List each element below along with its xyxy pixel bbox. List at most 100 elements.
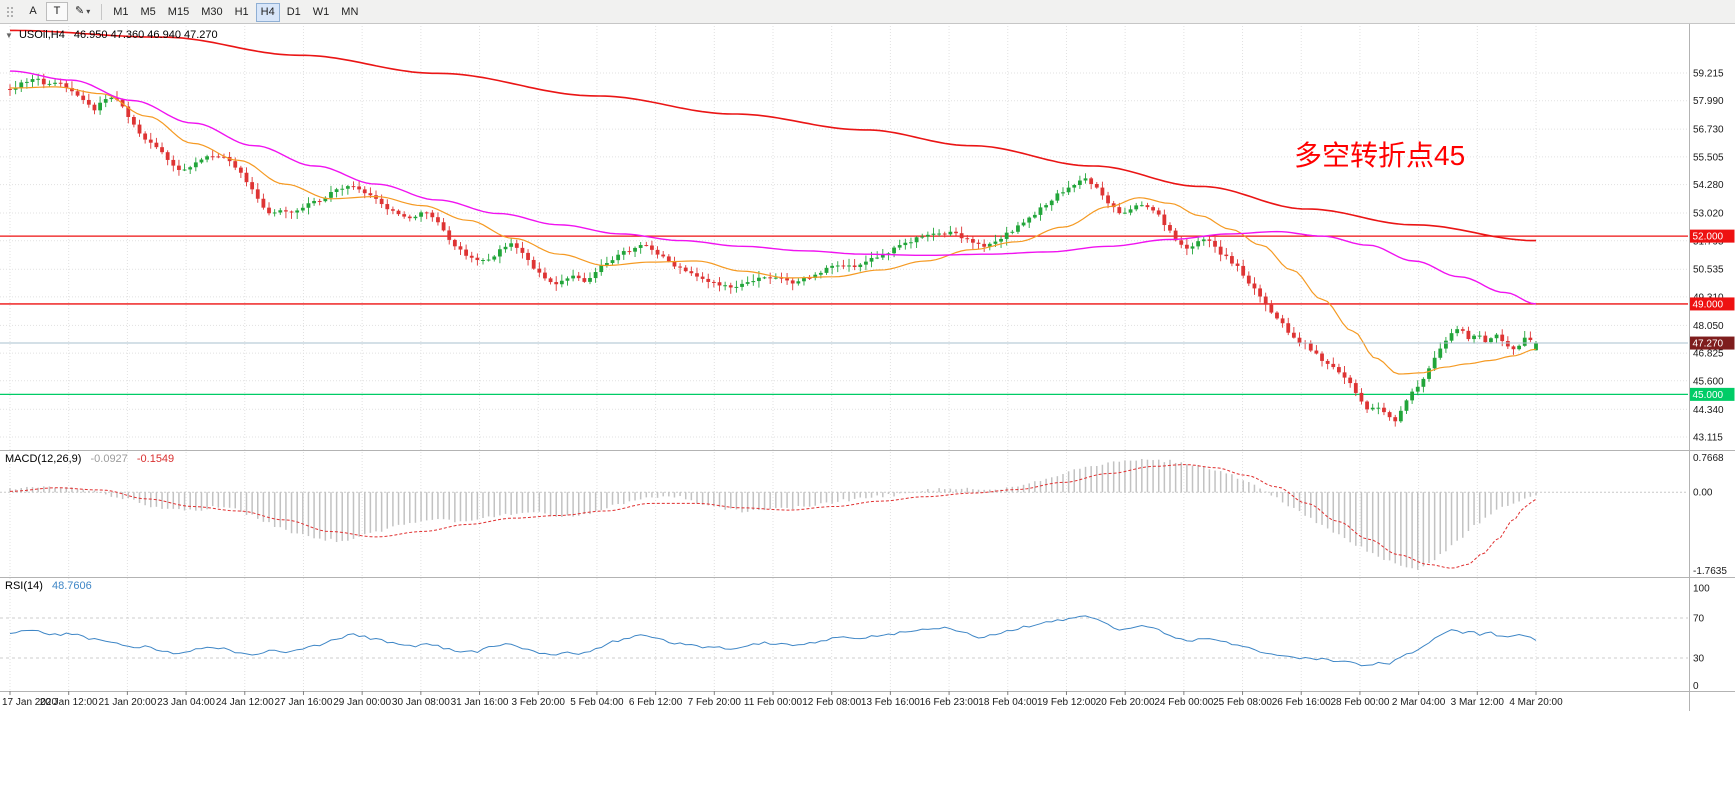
candle-body — [19, 82, 24, 88]
timeframe-button-m1[interactable]: M1 — [108, 3, 133, 22]
candle-body — [1077, 180, 1082, 186]
time-label: 16 Feb 23:00 — [920, 697, 979, 708]
candle-body — [785, 278, 789, 281]
macd-axis-zero: 0.00 — [1693, 488, 1713, 499]
price-label: 45.600 — [1693, 376, 1724, 387]
candle-body — [64, 83, 69, 89]
time-label: 31 Jan 16:00 — [451, 697, 509, 708]
candle-body — [424, 212, 429, 214]
candle-body — [1421, 378, 1426, 387]
candle-body — [796, 281, 801, 284]
timeframe-button-m30[interactable]: M30 — [196, 3, 227, 22]
candle-body — [745, 282, 750, 284]
palette-dropdown-button[interactable]: ✎ ▾ — [70, 2, 95, 21]
candle-body — [1196, 241, 1201, 247]
panel-dividers[interactable] — [0, 24, 1735, 711]
price-label: 43.115 — [1693, 432, 1723, 443]
candle-body — [925, 234, 930, 237]
time-label: 3 Feb 20:00 — [512, 697, 566, 708]
candle-body — [1094, 184, 1099, 188]
candle-body — [447, 230, 452, 240]
candle-body — [1021, 222, 1026, 226]
candle-body — [948, 231, 953, 235]
candle-body — [638, 245, 643, 248]
candle-body — [1460, 329, 1465, 331]
candle-body — [1027, 217, 1032, 223]
candle-body — [1505, 341, 1510, 347]
candle-body — [1032, 214, 1037, 218]
candle-body — [1168, 225, 1172, 231]
candle-body — [1111, 203, 1116, 208]
candle-body — [340, 188, 345, 190]
timeframe-button-d1[interactable]: D1 — [282, 3, 306, 22]
candle-body — [402, 214, 407, 217]
candle-body — [571, 275, 575, 279]
candle-body — [666, 256, 671, 262]
pointer-tool-button[interactable]: A — [22, 2, 44, 21]
rsi-axis-label: 30 — [1693, 654, 1705, 665]
candle-body — [1100, 187, 1105, 196]
timeframe-button-m5[interactable]: M5 — [136, 3, 161, 22]
timeframe-button-h1[interactable]: H1 — [230, 3, 254, 22]
candle-body — [768, 277, 773, 279]
candle-body — [599, 265, 604, 273]
candle-body — [604, 263, 609, 266]
candle-body — [1049, 200, 1054, 206]
candle-body — [193, 162, 198, 168]
candle-body — [30, 79, 35, 82]
candle-body — [70, 88, 74, 92]
candle-body — [588, 278, 592, 282]
candle-body — [723, 285, 728, 287]
candle-body — [1325, 360, 1330, 364]
candle-body — [1320, 353, 1324, 361]
price-label: 54.280 — [1693, 180, 1724, 191]
candle-body — [1258, 288, 1262, 297]
candle-body — [1410, 391, 1415, 401]
candle-body — [779, 277, 784, 279]
candle-body — [847, 265, 851, 267]
timeframe-button-m15[interactable]: M15 — [163, 3, 194, 22]
candle-body — [841, 265, 846, 267]
candle-body — [1151, 207, 1155, 211]
candle-body — [300, 207, 305, 211]
candle-body — [1230, 256, 1234, 264]
candle-body — [407, 216, 412, 219]
rsi-header: RSI(14) 48.7606 — [5, 580, 92, 592]
candle-body — [329, 192, 333, 198]
candle-body — [644, 245, 649, 247]
candle-body — [481, 260, 485, 262]
horizontal-level-lines[interactable] — [0, 235, 1688, 396]
timeframe-button-w1[interactable]: W1 — [308, 3, 335, 22]
candle-body — [1117, 207, 1122, 214]
time-label: 23 Jan 04:00 — [157, 697, 215, 708]
candle-body — [852, 265, 857, 268]
toolbar-drag-handle-icon[interactable] — [4, 5, 21, 19]
candle-body — [233, 161, 238, 168]
candle-body — [323, 197, 328, 202]
candle-body — [1224, 254, 1229, 257]
candle-body — [548, 278, 553, 283]
candle-body — [357, 186, 362, 190]
candle-body — [909, 242, 913, 244]
chart-text-annotation[interactable]: 多空转折点45 — [1294, 140, 1466, 171]
price-scale[interactable]: 59.21557.99056.73055.50554.28053.02051.7… — [1689, 69, 1735, 444]
candle-body — [672, 261, 677, 267]
ma-fast-orange — [10, 86, 1537, 375]
candle-body — [1044, 205, 1049, 208]
timeframe-button-mn[interactable]: MN — [336, 3, 363, 22]
text-tool-button[interactable]: T — [46, 2, 68, 21]
candle-body — [98, 102, 102, 111]
candle-body — [1201, 239, 1206, 242]
candle-body — [1286, 323, 1291, 333]
candle-body — [700, 276, 705, 279]
time-label: 2 Mar 04:00 — [1392, 697, 1446, 708]
timeframe-button-h4[interactable]: H4 — [255, 2, 280, 22]
candle-body — [58, 82, 63, 84]
candles-layer[interactable] — [8, 73, 1538, 427]
symbol-dropdown-icon[interactable]: ▼ — [5, 31, 13, 40]
candle-body — [458, 246, 463, 250]
candle-body — [1415, 386, 1420, 392]
candle-body — [509, 243, 514, 247]
